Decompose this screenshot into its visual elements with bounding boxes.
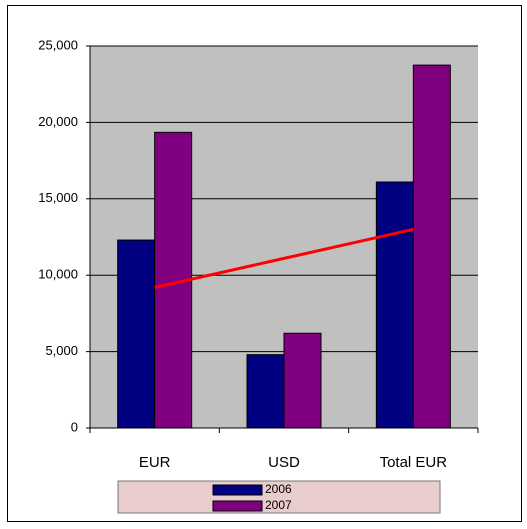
- y-tick-label: 5,000: [45, 343, 78, 358]
- x-tick-label: USD: [268, 454, 300, 471]
- trend-line: [154, 227, 414, 289]
- y-tick-label: 15,000: [38, 190, 78, 205]
- y-tick-label: 20,000: [38, 114, 78, 129]
- bar: [412, 64, 451, 429]
- x-tick-label: Total EUR: [380, 454, 448, 471]
- bar: [117, 239, 156, 429]
- bar: [375, 181, 414, 429]
- bar: [283, 332, 322, 429]
- legend-label: 2007: [265, 498, 292, 512]
- y-tick-label: 25,000: [38, 37, 78, 52]
- legend: [117, 480, 441, 514]
- y-tick-label: 10,000: [38, 267, 78, 282]
- y-tick-label: 0: [71, 419, 78, 434]
- bar: [246, 354, 285, 429]
- legend-swatch: [212, 484, 263, 496]
- legend-label: 2006: [265, 482, 292, 496]
- x-tick-label: EUR: [139, 454, 171, 471]
- legend-swatch: [212, 500, 263, 512]
